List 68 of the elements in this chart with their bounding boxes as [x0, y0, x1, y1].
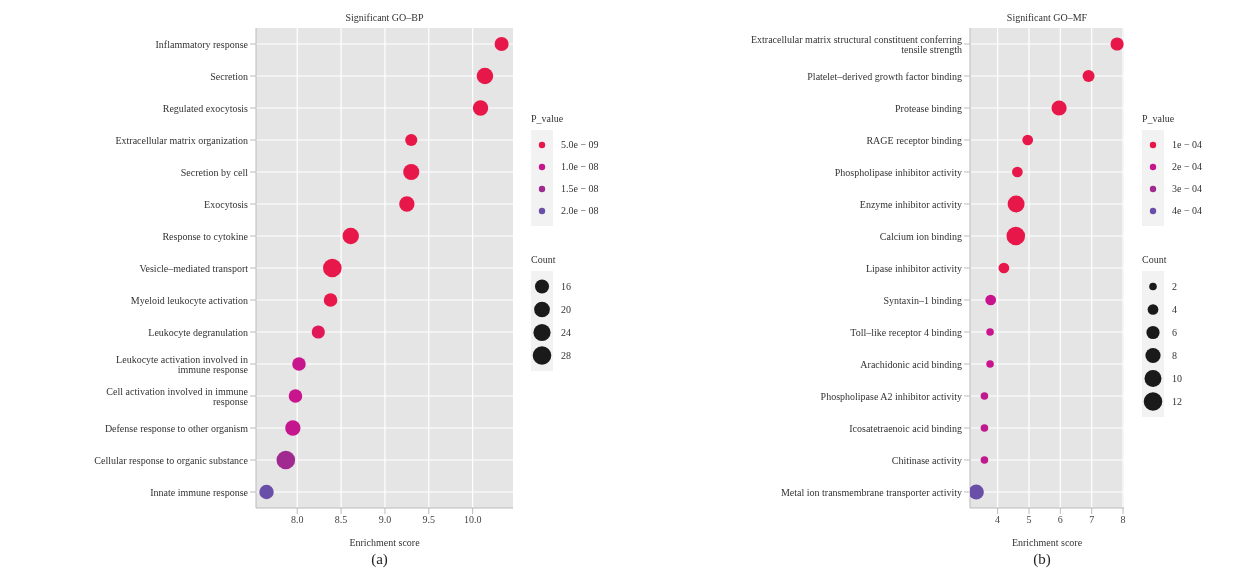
color-bar-label: 3e − 04	[1172, 183, 1203, 194]
y-tick-label: Protease binding	[895, 102, 962, 114]
legend-label: 10	[1172, 373, 1182, 384]
legend-label: 28	[561, 350, 571, 361]
color-bar-label: 5.0e − 09	[561, 139, 599, 150]
y-tick-label: Inflammatory response	[155, 38, 249, 50]
color-bar-label: 1.5e − 08	[561, 183, 599, 194]
x-axis-title: Enrichment score	[349, 537, 421, 548]
y-tick-label: Phospholipase A2 inhibitor activity	[820, 390, 962, 402]
y-tick-label: Leukocyte activation involved in immune response	[116, 353, 249, 375]
color-bar-label: 2e − 04	[1172, 161, 1203, 172]
legend-title: Count	[531, 254, 557, 265]
y-tick-label: Cellular response to organic substance	[94, 454, 249, 466]
y-tick-label: Cell activation involved in immune response	[106, 385, 249, 407]
text: (b)	[1033, 551, 1051, 567]
y-tick-label: RAGE receptor binding	[866, 134, 962, 146]
x-tick-label: 6	[1057, 514, 1063, 526]
legend-label: 6	[1172, 327, 1177, 338]
y-tick-label: Chitinase activity	[891, 454, 962, 466]
color-bar-label: 1.0e − 08	[561, 161, 599, 172]
legend-label: 4	[1172, 304, 1177, 315]
legend-title: Count	[1142, 254, 1168, 265]
y-tick-label: Extracellular matrix organization	[115, 134, 248, 146]
legend-label: 24	[561, 327, 571, 338]
y-tick-label: Toll–like receptor 4 binding	[850, 326, 962, 338]
y-tick-label: Arachidonic acid binding	[860, 358, 962, 370]
y-tick-label: Syntaxin–1 binding	[883, 294, 962, 306]
y-tick-label: Vesicle–mediated transport	[139, 262, 249, 274]
y-tick-label: Enzyme inhibitor activity	[859, 198, 962, 210]
y-tick-label: Innate immune response	[150, 486, 249, 498]
chart-title: Significant GO–BP	[344, 12, 425, 23]
color-bar-title: P_value	[531, 113, 564, 124]
x-tick-label: 4	[995, 514, 1001, 526]
y-tick-label: Leukocyte degranulation	[148, 326, 248, 338]
x-tick-label: 9.0	[378, 514, 392, 526]
y-tick-label: Platelet–derived growth factor binding	[807, 70, 962, 82]
color-bar-label: 4e − 04	[1172, 205, 1203, 216]
y-tick-label: Metal ion transmembrane transporter activity	[780, 486, 962, 498]
y-tick-label: Calcium ion binding	[879, 230, 962, 242]
legend-label: 12	[1172, 396, 1182, 407]
y-tick-label: Secretion by cell	[180, 166, 249, 178]
x-tick-label: 8.0	[290, 514, 304, 526]
x-axis-title: Enrichment score	[1011, 537, 1083, 548]
chart-title: Significant GO–MF	[1005, 12, 1089, 23]
y-tick-label: Exocytosis	[204, 198, 249, 210]
y-tick-label: Extracellular matrix structural constituent conferring tensile strength	[750, 33, 962, 55]
text: (a)	[371, 551, 388, 567]
x-tick-label: 9.5	[422, 514, 436, 526]
y-tick-label: Phospholipase inhibitor activity	[834, 166, 962, 178]
x-tick-label: 5	[1026, 514, 1032, 526]
legend-label: 16	[561, 281, 571, 292]
y-tick-label: Myeloid leukocyte activation	[130, 294, 248, 306]
color-bar-label: 2.0e − 08	[561, 205, 599, 216]
y-tick-label: Defense response to other organism	[104, 422, 249, 434]
y-tick-label: Icosatetraenoic acid binding	[849, 422, 962, 434]
x-tick-label: 7	[1089, 514, 1095, 526]
color-bar-label: 1e − 04	[1172, 139, 1203, 150]
x-tick-label: 10.0	[463, 514, 482, 526]
legend-label: 8	[1172, 350, 1177, 361]
legend-label: 2	[1172, 281, 1177, 292]
x-tick-label: 8.5	[334, 514, 348, 526]
legend-label: 20	[561, 304, 571, 315]
color-bar-title: P_value	[1142, 113, 1175, 124]
y-tick-label: Regulated exocytosis	[162, 102, 249, 114]
y-tick-label: Secretion	[210, 70, 248, 82]
y-tick-label: Lipase inhibitor activity	[865, 262, 962, 274]
y-tick-label: Response to cytokine	[162, 230, 249, 242]
x-tick-label: 8	[1120, 514, 1126, 526]
